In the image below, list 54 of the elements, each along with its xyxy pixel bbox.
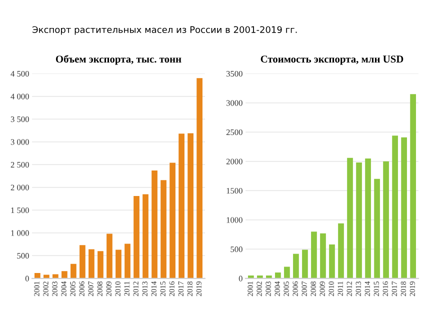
chart-title: Стоимость экспорта, млн USD (260, 56, 404, 65)
y-tick-label: 1000 (226, 217, 242, 223)
bar (392, 136, 398, 278)
bar (170, 162, 176, 278)
bar (302, 250, 308, 278)
bar (410, 94, 416, 278)
bar (320, 233, 326, 278)
bar (356, 162, 362, 278)
bar (284, 266, 290, 278)
y-tick-label: 4 000 (10, 94, 29, 100)
bar (152, 170, 158, 278)
y-tick-label: 2 000 (10, 184, 29, 190)
bar (178, 134, 184, 278)
y-tick-label: 2500 (226, 129, 242, 136)
y-tick-label: 4 500 (10, 70, 29, 77)
bar (80, 245, 86, 278)
bar (311, 232, 317, 278)
bar (374, 178, 380, 278)
bar (62, 271, 68, 278)
bar (401, 137, 407, 278)
bar (196, 78, 202, 278)
y-tick-label: 2 500 (10, 162, 29, 168)
y-tick-label: 500 (17, 252, 29, 259)
bar (160, 180, 166, 278)
y-tick-label: 1 500 (11, 207, 29, 214)
y-tick-label: 1 000 (11, 230, 29, 236)
y-tick-label: 0 (25, 276, 29, 282)
text: Экспорт растительных масел из России в 2001-2019 гг. (32, 26, 297, 35)
bar (134, 196, 140, 278)
y-tick-label: 500 (230, 246, 242, 252)
y-tick-label: 1500 (226, 188, 242, 194)
y-tick-label: 3 000 (10, 139, 29, 145)
bar (142, 194, 148, 278)
bar (106, 234, 112, 278)
y-tick-label: 2000 (226, 158, 242, 164)
bar (188, 133, 194, 278)
bar (365, 158, 371, 278)
bar (98, 251, 104, 278)
bar (34, 272, 40, 278)
bar (383, 161, 389, 278)
chart-title: Объем экспорта, тыс. тонн (56, 55, 182, 65)
bar (124, 244, 130, 278)
bar (293, 254, 299, 278)
bar (70, 264, 76, 278)
y-tick-label: 3000 (226, 100, 242, 106)
bar (116, 250, 122, 278)
y-tick-label: 3 500 (10, 116, 29, 122)
bar (275, 272, 281, 278)
bar (338, 223, 344, 278)
y-tick-label: 3500 (226, 70, 242, 77)
bar (347, 158, 353, 278)
bar (329, 244, 335, 278)
bar (88, 249, 94, 278)
y-tick-label: 0 (238, 276, 242, 282)
